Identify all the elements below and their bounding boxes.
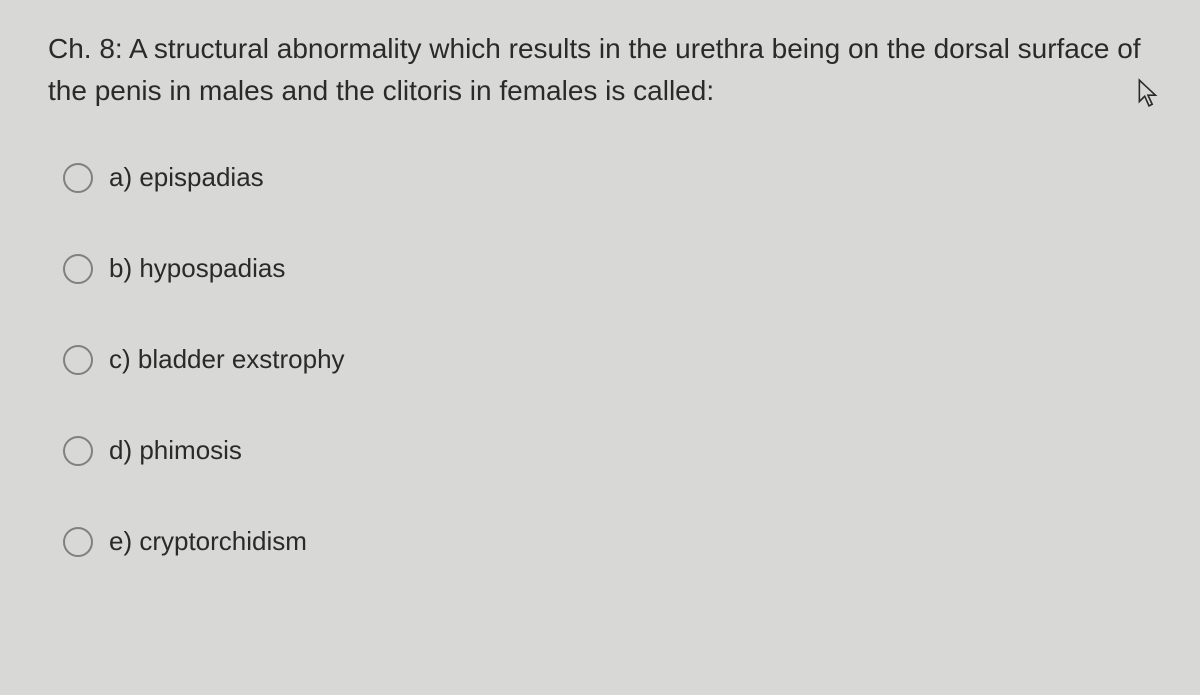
radio-button-b[interactable] [63, 254, 93, 284]
option-label-b: b) hypospadias [109, 253, 285, 284]
option-label-c: c) bladder exstrophy [109, 344, 345, 375]
option-label-a: a) epispadias [109, 162, 264, 193]
option-label-e: e) cryptorchidism [109, 526, 307, 557]
cursor-icon [1136, 78, 1162, 108]
option-row-b[interactable]: b) hypospadias [63, 253, 1152, 284]
radio-button-c[interactable] [63, 345, 93, 375]
option-row-d[interactable]: d) phimosis [63, 435, 1152, 466]
option-label-d: d) phimosis [109, 435, 242, 466]
option-row-a[interactable]: a) epispadias [63, 162, 1152, 193]
radio-button-a[interactable] [63, 163, 93, 193]
question-text: Ch. 8: A structural abnormality which re… [48, 28, 1152, 112]
radio-button-d[interactable] [63, 436, 93, 466]
option-row-e[interactable]: e) cryptorchidism [63, 526, 1152, 557]
options-list: a) epispadias b) hypospadias c) bladder … [48, 162, 1152, 557]
radio-button-e[interactable] [63, 527, 93, 557]
option-row-c[interactable]: c) bladder exstrophy [63, 344, 1152, 375]
